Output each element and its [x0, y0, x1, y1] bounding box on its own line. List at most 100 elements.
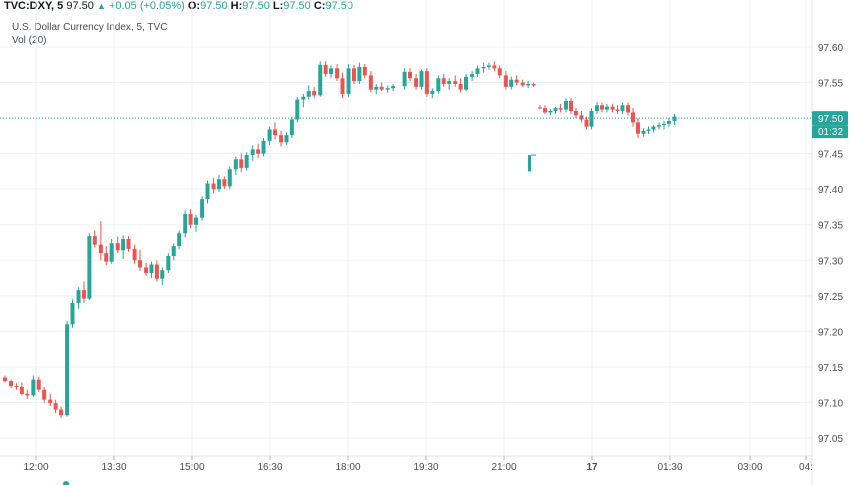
candle-body — [610, 106, 615, 110]
candle-body — [306, 91, 311, 97]
candle-body — [579, 115, 584, 120]
candle-body — [520, 82, 525, 86]
x-tick-label: 21:00 — [491, 462, 516, 473]
candle-body — [620, 105, 625, 111]
candle-body — [453, 81, 458, 84]
x-tick-label: 16:30 — [257, 462, 282, 473]
candle-body — [351, 68, 356, 82]
candle-body — [65, 324, 70, 416]
candle-body — [205, 183, 210, 200]
low-value: 97.50 — [283, 0, 311, 12]
candle-body — [171, 246, 176, 257]
x-tick-label: 13:30 — [101, 462, 126, 473]
candle-body — [600, 105, 604, 110]
candle-body — [595, 105, 600, 111]
candle-body — [626, 105, 631, 113]
candle-body — [514, 79, 519, 83]
candle-body — [419, 71, 424, 87]
candle-body — [3, 377, 7, 382]
high-value: 97.50 — [242, 0, 270, 12]
candle-body — [239, 159, 244, 168]
candle-body — [362, 66, 367, 76]
candle-body — [346, 68, 351, 94]
candle-body — [470, 74, 475, 77]
countdown-label: 01:32 — [818, 127, 843, 138]
candle-body — [526, 83, 531, 86]
last-price: 97.50 — [66, 0, 94, 12]
candle-body — [635, 122, 640, 134]
candle-body — [244, 155, 249, 168]
candle-body — [312, 91, 317, 96]
candle-body — [538, 107, 542, 109]
candle-body — [233, 159, 238, 170]
y-tick-label: 97.55 — [818, 79, 843, 90]
y-tick-label: 97.40 — [818, 185, 843, 196]
candle-body — [59, 409, 64, 416]
arrow-up-icon: ▲ — [96, 1, 106, 11]
y-tick-label: 97.10 — [818, 398, 843, 409]
x-tick-label: 03:00 — [737, 462, 762, 473]
candle-body — [87, 236, 92, 299]
status-dot-icon — [63, 481, 69, 485]
close-value: 97.50 — [325, 0, 353, 12]
candle-body — [31, 379, 36, 396]
volume-indicator-label[interactable]: Vol (20) — [12, 35, 47, 46]
candle-body — [261, 140, 266, 154]
candle-body — [19, 386, 24, 394]
candle-body — [194, 217, 199, 225]
candle-body — [531, 83, 536, 86]
y-tick-label: 97.60 — [818, 43, 843, 54]
candle-body — [284, 135, 289, 143]
chart-subtitle: U.S. Dollar Currency Index, 5, TVC — [12, 22, 168, 33]
candle-body — [374, 86, 379, 90]
candle-body — [436, 78, 441, 92]
candle-body — [132, 248, 137, 261]
candle-body — [631, 112, 635, 123]
symbol-name: TVC:DXY, 5 — [4, 0, 64, 12]
time-axis[interactable]: 12:00 13:30 15:00 16:30 18:00 19:30 21:00 17 01:… — [23, 456, 813, 473]
price-axis[interactable]: 97.60 97.55 97.50 97.45 97.40 97.35 97.30 97.25… — [818, 43, 843, 445]
candle-body — [604, 106, 609, 110]
candle-body — [368, 75, 373, 90]
candle-body — [273, 129, 277, 136]
candle-body — [115, 243, 120, 251]
candle-body — [76, 290, 81, 303]
candle-body — [267, 129, 272, 141]
candle-body — [335, 68, 340, 79]
candle-body — [657, 125, 662, 127]
candle-body — [553, 108, 558, 111]
y-tick-label: 97.35 — [818, 221, 843, 232]
candle-body — [154, 264, 159, 279]
candle-body — [666, 120, 671, 124]
candle-body — [569, 101, 573, 111]
candle-body — [9, 381, 14, 387]
candle-body — [36, 379, 41, 390]
candle-body — [104, 253, 109, 262]
candle-body — [126, 238, 131, 249]
candle-body — [48, 399, 53, 404]
candle-body — [464, 76, 469, 90]
candle-body — [121, 238, 126, 251]
candle-body — [98, 244, 103, 254]
candle-body — [402, 71, 407, 87]
candle-body — [250, 149, 255, 156]
candle-body — [646, 129, 651, 131]
close-label: C: — [313, 0, 326, 12]
price-tag-label: 97.50 — [818, 114, 843, 125]
candle-body — [149, 264, 154, 274]
candle-body — [53, 403, 58, 410]
candle-body — [662, 123, 666, 126]
x-tick-label: 18:00 — [335, 462, 360, 473]
candle-body — [227, 169, 232, 187]
candle-body — [528, 155, 531, 172]
candle-body — [414, 78, 419, 87]
candle-body — [138, 260, 142, 268]
candle-body — [379, 86, 384, 90]
candle-body — [109, 243, 114, 262]
candle-body — [391, 86, 396, 89]
candle-body — [81, 290, 86, 299]
candle-body — [211, 183, 216, 190]
candle-body — [166, 256, 171, 271]
candle-body — [615, 109, 620, 111]
